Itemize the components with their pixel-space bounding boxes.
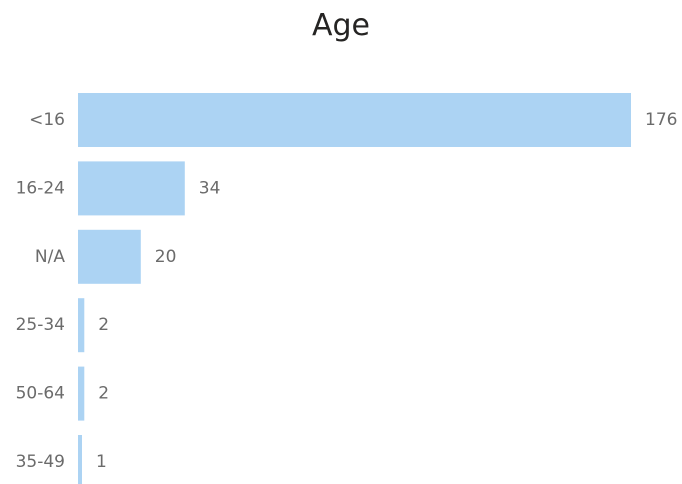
bars-layer: [78, 93, 631, 484]
bar-4: [78, 366, 85, 421]
bar-0: [78, 93, 631, 147]
category-label-0: <16: [29, 110, 65, 130]
chart-title: Age: [311, 8, 371, 43]
value-label-4: 2: [98, 384, 109, 404]
category-label-1: 16-24: [16, 178, 65, 198]
category-label-3: 25-34: [16, 315, 65, 335]
category-label-2: N/A: [35, 247, 65, 267]
category-label-5: 35-49: [16, 452, 65, 472]
value-label-2: 20: [155, 247, 177, 267]
category-label-4: 50-64: [16, 384, 65, 404]
value-label-5: 1: [96, 452, 107, 472]
bar-2: [78, 229, 141, 284]
bar-1: [78, 161, 185, 216]
category-labels: <16 16-24 N/A 25-34 50-64 35-49: [16, 110, 66, 472]
value-label-0: 176: [645, 110, 677, 130]
bar-3: [78, 298, 85, 353]
value-label-3: 2: [98, 315, 109, 335]
value-labels: 176 34 20 2 2 1: [96, 110, 677, 472]
bar-5: [78, 435, 82, 484]
value-label-1: 34: [199, 178, 221, 198]
